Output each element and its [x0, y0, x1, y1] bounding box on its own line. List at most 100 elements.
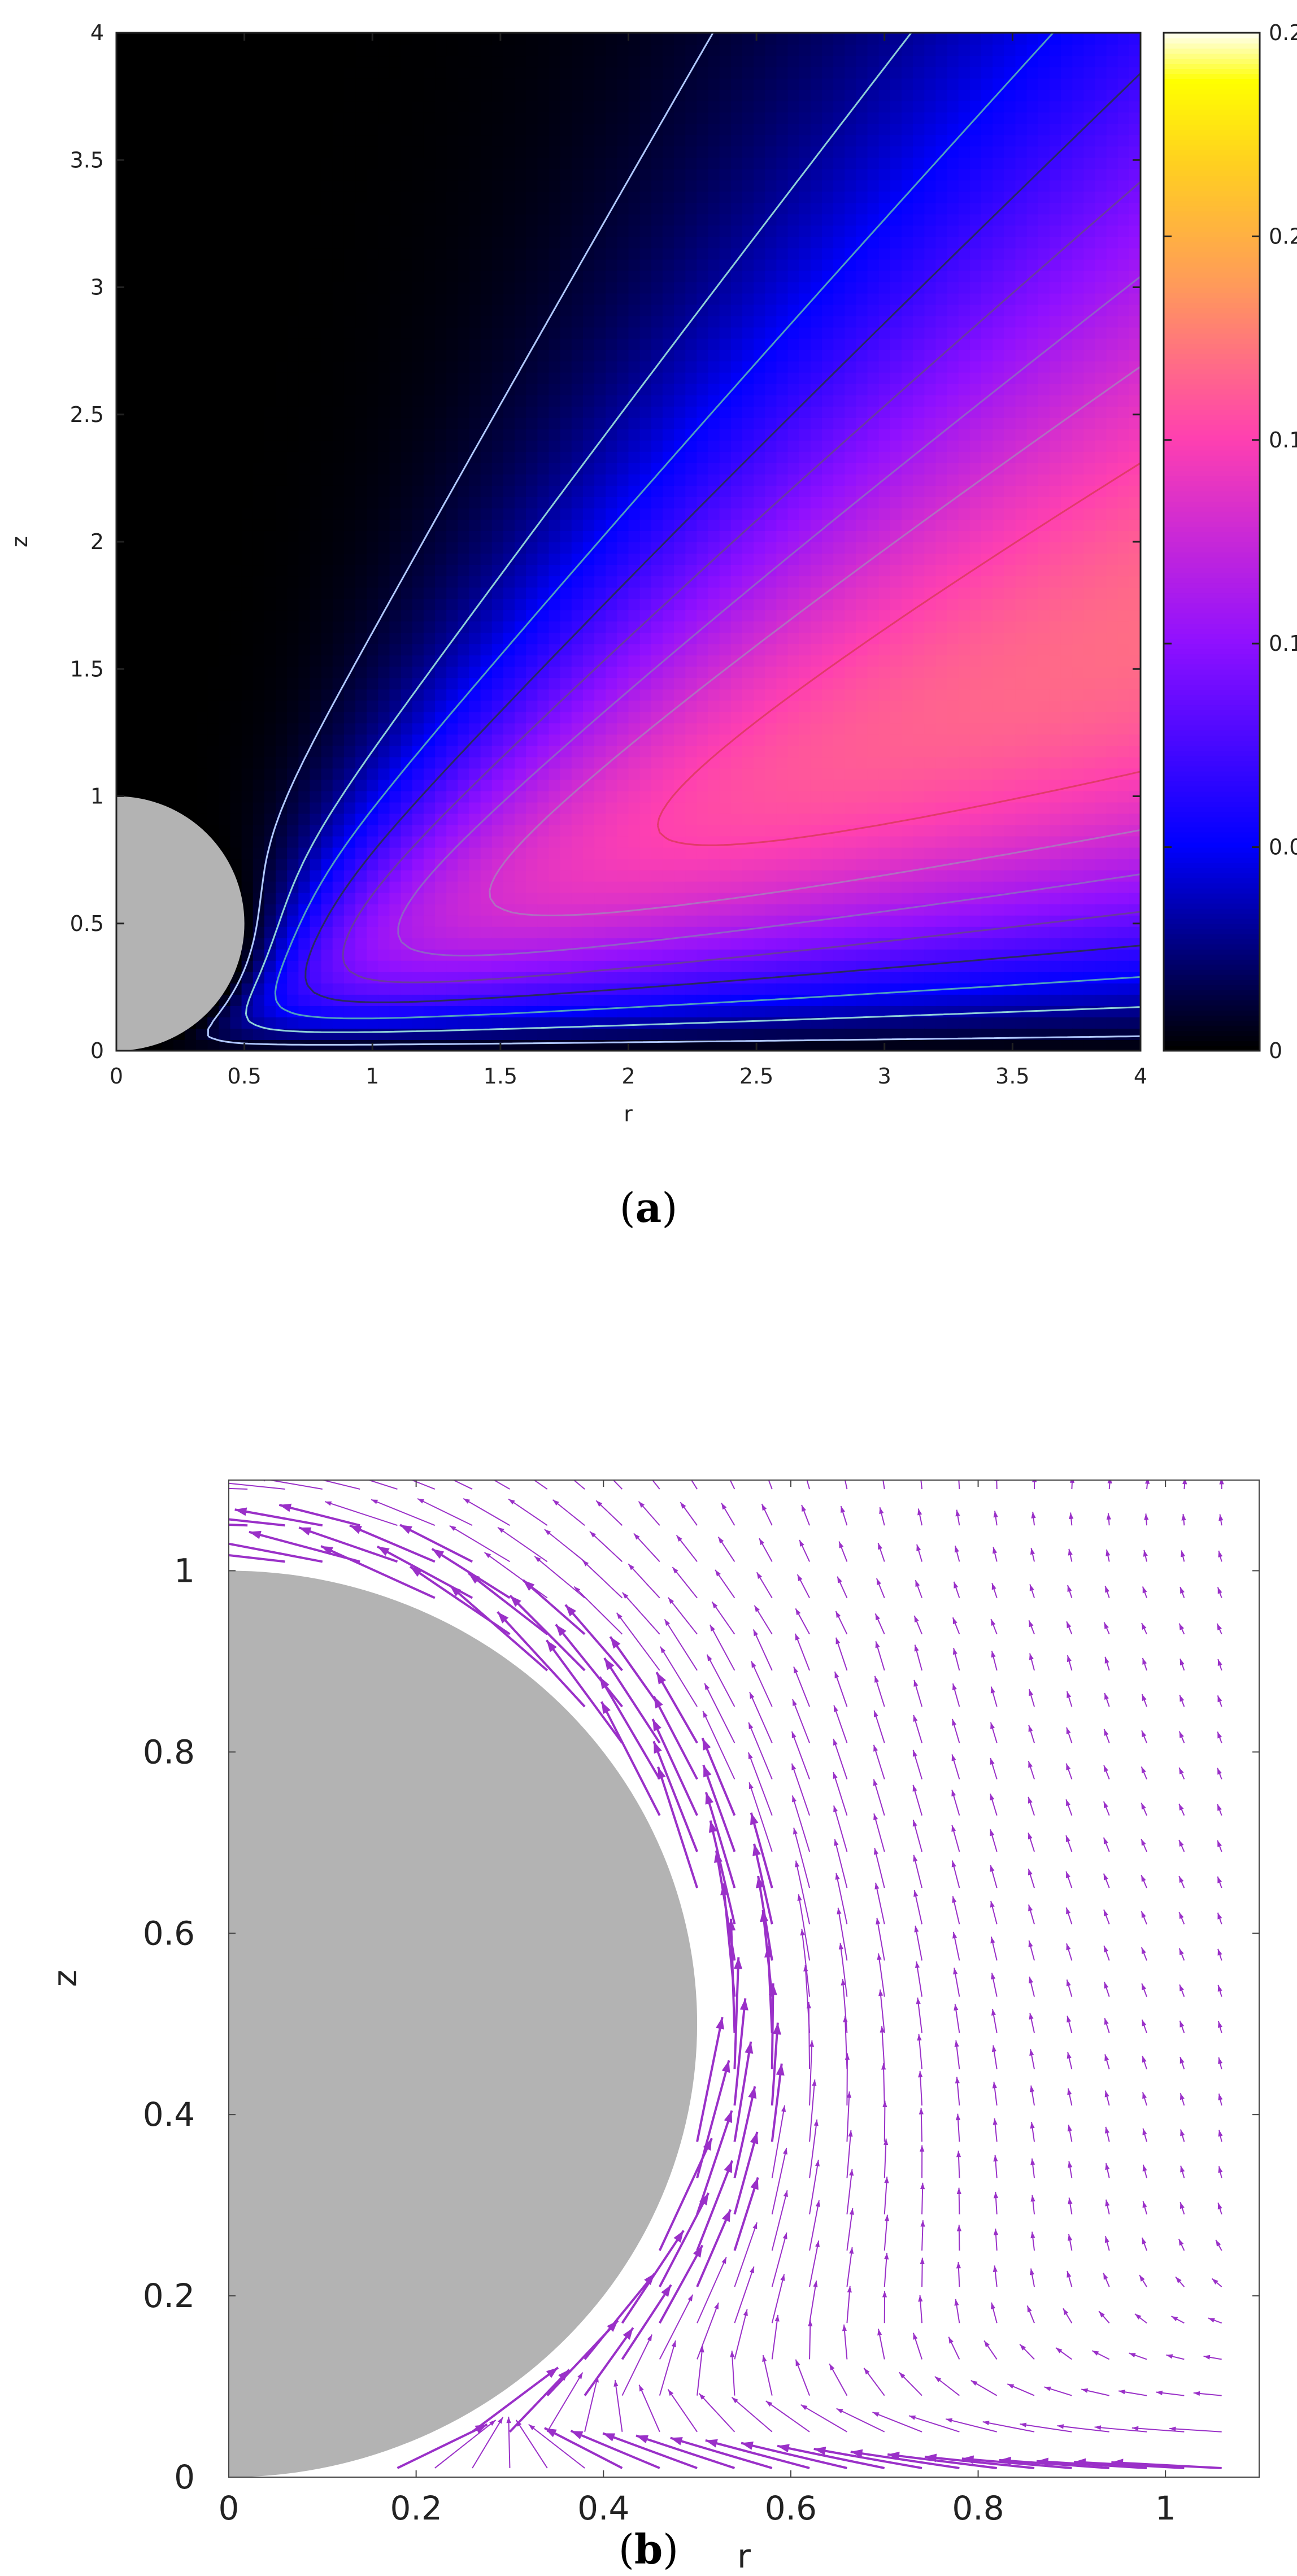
heatmap-cell	[150, 598, 163, 611]
heatmap-cell	[537, 44, 550, 56]
heatmap-cell	[321, 247, 333, 260]
heatmap-cell	[162, 134, 174, 147]
heatmap-cell	[116, 360, 129, 373]
heatmap-cell	[571, 338, 584, 350]
heatmap-cell	[412, 496, 424, 508]
heatmap-cell	[230, 338, 242, 350]
heatmap-cell	[207, 349, 220, 362]
heatmap-cell	[628, 564, 641, 577]
heatmap-cell	[458, 168, 470, 181]
heatmap-cell	[708, 790, 720, 803]
heatmap-cell	[196, 1039, 208, 1051]
heatmap-cell	[264, 926, 277, 938]
heatmap-cell	[332, 745, 345, 758]
heatmap-cell	[412, 123, 424, 136]
heatmap-cell	[423, 881, 436, 893]
heatmap-cell	[219, 134, 231, 147]
heatmap-cell	[742, 915, 755, 927]
heatmap-cell	[560, 677, 572, 690]
heatmap-cell	[697, 406, 709, 418]
heatmap-cell	[526, 168, 538, 181]
heatmap-cell	[674, 836, 686, 848]
heatmap-cell	[355, 180, 368, 192]
heatmap-cell	[685, 700, 698, 712]
heatmap-cell	[173, 428, 185, 441]
heatmap-cell	[173, 259, 185, 271]
heatmap-cell	[435, 225, 447, 237]
heatmap-cell	[287, 858, 299, 871]
heatmap-cell	[389, 519, 402, 531]
heatmap-cell	[355, 157, 368, 169]
heatmap-cell	[321, 349, 333, 362]
heatmap-cell	[310, 632, 322, 645]
heatmap-cell	[651, 270, 663, 282]
heatmap-cell	[276, 496, 288, 508]
heatmap-cell	[139, 89, 151, 102]
heatmap-cell	[128, 157, 140, 169]
heatmap-cell	[697, 915, 709, 927]
heatmap-cell	[219, 689, 231, 701]
heatmap-cell	[401, 553, 413, 565]
heatmap-cell	[241, 327, 254, 339]
heatmap-cell	[719, 507, 732, 520]
heatmap-cell	[343, 553, 356, 565]
heatmap-cell	[378, 349, 390, 362]
heatmap-cell	[491, 587, 504, 599]
heatmap-cell	[116, 55, 129, 68]
heatmap-cell	[423, 428, 436, 441]
heatmap-cell	[628, 745, 641, 758]
heatmap-cell	[458, 847, 470, 859]
heatmap-cell	[491, 496, 504, 508]
heatmap-cell	[730, 44, 743, 56]
heatmap-cell	[742, 869, 755, 882]
heatmap-cell	[150, 790, 163, 803]
heatmap-cell	[264, 553, 277, 565]
heatmap-cell	[241, 768, 254, 780]
heatmap-cell	[503, 485, 516, 497]
heatmap-cell	[549, 553, 561, 565]
heatmap-cell	[184, 67, 197, 79]
heatmap-cell	[162, 89, 174, 102]
heatmap-cell	[719, 655, 732, 667]
heatmap-cell	[264, 473, 277, 486]
heatmap-cell	[719, 146, 732, 158]
heatmap-cell	[173, 146, 185, 158]
heatmap-cell	[401, 394, 413, 407]
heatmap-cell	[526, 417, 538, 429]
heatmap-cell	[241, 971, 254, 984]
heatmap-cell	[150, 304, 163, 316]
heatmap-cell	[526, 711, 538, 724]
heatmap-cell	[628, 994, 641, 1006]
heatmap-cell	[662, 247, 675, 260]
heatmap-cell	[343, 236, 356, 249]
heatmap-cell	[674, 327, 686, 339]
heatmap-cell	[526, 892, 538, 904]
heatmap-cell	[571, 666, 584, 678]
heatmap-cell	[355, 926, 368, 938]
heatmap-cell	[241, 406, 254, 418]
heatmap-cell	[184, 428, 197, 441]
heatmap-cell	[230, 1028, 242, 1040]
heatmap-cell	[639, 372, 652, 384]
heatmap-cell	[435, 146, 447, 158]
heatmap-cell	[389, 225, 402, 237]
heatmap-cell	[230, 168, 242, 181]
heatmap-cell	[719, 225, 732, 237]
heatmap-cell	[594, 542, 607, 554]
heatmap-cell	[162, 383, 174, 395]
heatmap-cell	[230, 632, 242, 645]
heatmap-cell	[321, 734, 333, 746]
heatmap-cell	[685, 304, 698, 316]
heatmap-cell	[184, 507, 197, 520]
heatmap-cell	[708, 202, 720, 215]
heatmap-cell	[526, 768, 538, 780]
heatmap-cell	[617, 146, 629, 158]
heatmap-cell	[491, 711, 504, 724]
heatmap-cell	[207, 473, 220, 486]
heatmap-cell	[150, 723, 163, 735]
heatmap-cell	[617, 33, 629, 45]
heatmap-cell	[582, 202, 595, 215]
heatmap-cell	[264, 101, 277, 113]
heatmap-cell	[730, 89, 743, 102]
heatmap-cell	[150, 293, 163, 305]
